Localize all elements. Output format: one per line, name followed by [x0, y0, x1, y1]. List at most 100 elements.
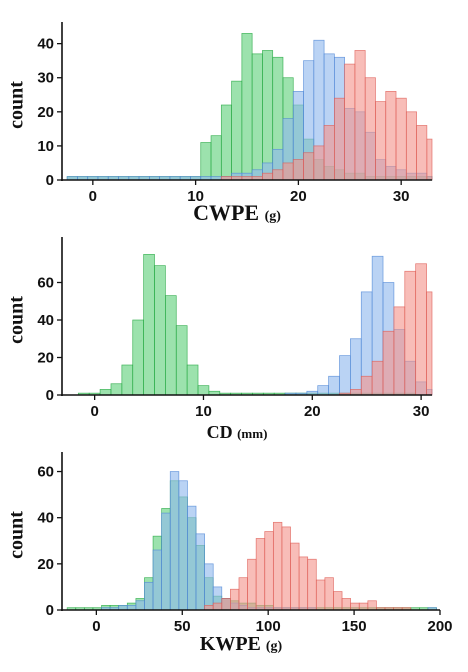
bar	[354, 50, 366, 181]
bars	[77, 254, 433, 396]
x-axis-unit: (g)	[265, 209, 282, 224]
bar	[210, 135, 222, 181]
bar	[371, 360, 384, 396]
bar	[175, 325, 188, 396]
bar	[121, 364, 134, 396]
bar	[197, 385, 210, 396]
x-tick-label: 10	[187, 188, 204, 205]
bar	[212, 602, 223, 611]
bar	[339, 355, 351, 396]
y-axis-label: count	[6, 511, 28, 559]
bar	[178, 480, 188, 611]
y-tick-label: 0	[46, 602, 54, 619]
bar	[426, 291, 433, 396]
panel-cd: 0 20 40 60 0 10 20 30 count CD (mm)	[6, 237, 433, 442]
bar	[404, 270, 417, 396]
bar	[154, 265, 166, 396]
bar	[247, 558, 257, 611]
bar	[282, 162, 294, 181]
bar	[315, 579, 326, 611]
bar	[195, 533, 205, 611]
y-tick-label: 20	[37, 104, 54, 121]
series-2	[204, 521, 412, 611]
bar	[110, 383, 123, 396]
y-tick-label: 0	[46, 387, 54, 404]
bar	[344, 63, 356, 181]
bar	[272, 169, 284, 181]
bar	[221, 598, 231, 611]
y-tick-label: 40	[37, 36, 54, 53]
x-tick-label: 30	[413, 403, 430, 420]
bars	[66, 33, 433, 181]
y-tick-label: 60	[37, 275, 54, 292]
x-axis-unit: (g)	[266, 639, 283, 654]
bar	[393, 306, 406, 396]
y-tick-label: 60	[37, 464, 54, 481]
bar	[264, 531, 274, 611]
bar	[405, 111, 417, 181]
y-tick-label: 0	[46, 172, 54, 189]
y-tick-label: 30	[37, 70, 54, 87]
bar	[334, 97, 345, 181]
bar	[323, 125, 335, 181]
x-tick-label: 30	[393, 188, 410, 205]
bar	[187, 505, 197, 611]
bar	[152, 549, 162, 611]
bar	[364, 77, 376, 181]
bar	[307, 558, 317, 611]
x-tick-label: 20	[304, 403, 321, 420]
bar	[143, 254, 155, 396]
y-axis-label: count	[6, 296, 28, 344]
bar	[303, 152, 315, 181]
x-tick-label: 0	[92, 618, 100, 635]
bar	[350, 389, 362, 396]
bar	[238, 577, 248, 611]
bar	[324, 577, 334, 611]
bar	[317, 385, 329, 396]
bar	[416, 125, 428, 181]
bar	[360, 375, 373, 396]
y-tick-label: 40	[37, 510, 54, 527]
bar	[231, 80, 243, 181]
bar	[169, 471, 180, 611]
bar	[350, 602, 360, 611]
bar	[290, 542, 300, 611]
bar	[426, 138, 433, 181]
bar	[241, 33, 253, 181]
bar	[161, 512, 171, 611]
bar	[251, 53, 263, 181]
bar	[341, 598, 351, 611]
bar	[358, 602, 369, 611]
bar	[262, 172, 274, 181]
bar	[350, 338, 362, 396]
y-tick-label: 10	[37, 138, 54, 155]
bar	[272, 521, 283, 611]
bar	[144, 581, 154, 611]
x-tick-label: 10	[195, 403, 212, 420]
x-axis-title: CD (mm)	[207, 422, 268, 442]
y-axis-label: count	[6, 81, 28, 129]
bar	[230, 588, 240, 611]
bar	[333, 591, 343, 611]
bar	[281, 526, 291, 611]
x-tick-label: 200	[427, 618, 452, 635]
bar	[367, 600, 377, 611]
x-tick-label: 0	[89, 188, 97, 205]
bars	[66, 471, 437, 611]
bar	[204, 563, 214, 611]
x-axis-unit: (mm)	[237, 426, 267, 441]
x-tick-label: 0	[90, 403, 98, 420]
bar	[132, 319, 144, 396]
x-tick-label: 50	[174, 618, 191, 635]
x-tick-label: 20	[290, 188, 307, 205]
bar	[298, 556, 309, 611]
bar	[165, 295, 177, 396]
panel-kwpe: 0 20 40 60 0 50 100 150 200 count KWPE (g)	[6, 452, 453, 655]
bar	[382, 330, 395, 396]
bar	[220, 104, 232, 181]
x-tick-label: 100	[256, 618, 281, 635]
bar	[200, 142, 212, 181]
y-tick-label: 20	[37, 556, 54, 573]
bar	[375, 101, 387, 181]
